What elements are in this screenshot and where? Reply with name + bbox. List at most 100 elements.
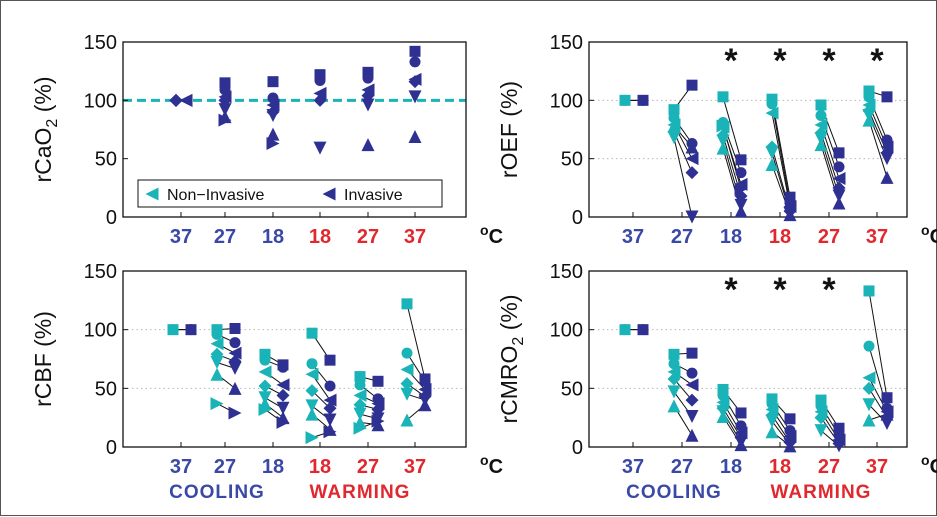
data-point-noninvasive — [863, 340, 875, 352]
data-point-invasive — [371, 414, 385, 428]
data-point-invasive — [734, 182, 748, 196]
data-point-invasive — [228, 381, 242, 395]
data-point-invasive — [686, 347, 698, 359]
pair-line — [673, 137, 693, 218]
group-label-warming: WARMING — [310, 482, 411, 503]
significance-star: * — [822, 42, 836, 80]
data-point-invasive — [323, 401, 337, 415]
data-point-invasive — [833, 147, 845, 159]
data-point-invasive — [783, 208, 797, 222]
data-point-invasive — [323, 413, 337, 427]
data-point-noninvasive — [210, 367, 224, 381]
data-point-noninvasive — [862, 381, 876, 395]
plot-frame — [588, 270, 908, 448]
data-point-invasive — [276, 415, 290, 429]
data-point-noninvasive — [815, 394, 827, 406]
x-tick-label: 18 — [720, 456, 742, 478]
data-point-invasive — [228, 406, 242, 420]
data-point — [409, 56, 421, 68]
data-point — [314, 69, 326, 81]
y-tick-label: 0 — [106, 207, 117, 229]
pair-line — [406, 303, 426, 380]
x-tick-label: 27 — [214, 226, 236, 248]
data-point — [408, 75, 422, 89]
data-point-noninvasive — [862, 398, 876, 412]
data-point — [409, 45, 421, 57]
data-point-noninvasive — [717, 384, 729, 396]
data-point — [267, 76, 279, 88]
data-point — [313, 93, 327, 107]
plot-frame — [122, 270, 467, 448]
data-point-noninvasive — [619, 94, 631, 106]
data-point-invasive — [833, 422, 845, 434]
data-point-noninvasive — [765, 158, 779, 171]
data-point-invasive — [685, 140, 699, 154]
legend-label-invasive: Invasive — [344, 187, 403, 204]
data-point-noninvasive — [306, 327, 318, 339]
y-axis-label: rOEF (%) — [496, 81, 522, 178]
x-tick-label: 18 — [769, 226, 791, 248]
data-point-invasive — [685, 428, 699, 442]
x-tick-label: 37 — [622, 456, 644, 478]
x-tick-label: 18 — [309, 226, 331, 248]
data-point-noninvasive — [353, 421, 367, 435]
data-point-invasive — [734, 438, 748, 452]
data-point-invasive — [881, 392, 893, 404]
y-tick-label: 150 — [84, 261, 117, 283]
data-point-noninvasive — [305, 399, 319, 413]
data-point-noninvasive — [667, 365, 681, 379]
data-point-noninvasive — [668, 358, 680, 370]
unit-label: oC — [480, 452, 503, 478]
y-tick-label: 0 — [106, 437, 117, 459]
data-point-invasive — [324, 354, 336, 366]
data-point-noninvasive — [765, 425, 779, 439]
y-tick-label: 150 — [550, 32, 583, 54]
data-point — [362, 72, 374, 84]
x-tick-label: 37 — [866, 226, 888, 248]
data-point-noninvasive — [167, 324, 179, 336]
data-point — [408, 130, 422, 143]
data-point-noninvasive — [815, 99, 827, 111]
data-point-invasive — [832, 172, 846, 185]
data-point-noninvasive — [401, 347, 413, 359]
x-tick-label: 27 — [357, 456, 379, 478]
y-tick-label: 150 — [84, 32, 117, 54]
data-point — [266, 127, 280, 141]
data-point-noninvasive — [400, 377, 414, 391]
data-point-invasive — [832, 196, 846, 210]
data-point-invasive — [637, 324, 649, 336]
data-point-noninvasive — [354, 379, 366, 391]
panel-top-right: 0 50 100 150 37 27 18 18 27 37 oC rOEF (%) * * * * — [496, 32, 937, 248]
x-tick-label: 37 — [404, 226, 426, 248]
data-point-invasive — [685, 393, 699, 407]
plot-frame — [122, 41, 467, 218]
pair-line — [868, 120, 888, 178]
data-point — [219, 77, 231, 89]
data-point-noninvasive — [305, 367, 319, 381]
data-point — [169, 93, 183, 107]
data-point-noninvasive — [863, 285, 875, 297]
data-point-invasive — [185, 324, 197, 336]
data-point — [179, 93, 193, 107]
legend-label-noninvasive: Non−Invasive — [167, 187, 264, 204]
significance-star: * — [773, 271, 787, 309]
data-point-noninvasive — [259, 348, 271, 360]
data-point-noninvasive — [716, 119, 730, 133]
data-point-invasive — [685, 166, 699, 180]
panel-bottom-left: 0 50 100 150 37 27 18 18 27 37 oC rCBF (%) — [30, 261, 503, 478]
data-point-invasive — [323, 425, 337, 439]
data-point-noninvasive — [668, 104, 680, 116]
data-point-invasive — [685, 409, 699, 423]
legend-box — [137, 179, 443, 208]
data-point — [313, 141, 327, 155]
pair-line — [771, 103, 791, 204]
data-point-invasive — [229, 337, 241, 349]
data-point-invasive — [418, 383, 432, 397]
legend-marker-noninvasive — [145, 187, 159, 201]
data-point-invasive — [418, 398, 432, 412]
data-point-noninvasive — [258, 402, 272, 416]
data-point-noninvasive — [210, 397, 224, 411]
significance-star: * — [724, 42, 738, 80]
